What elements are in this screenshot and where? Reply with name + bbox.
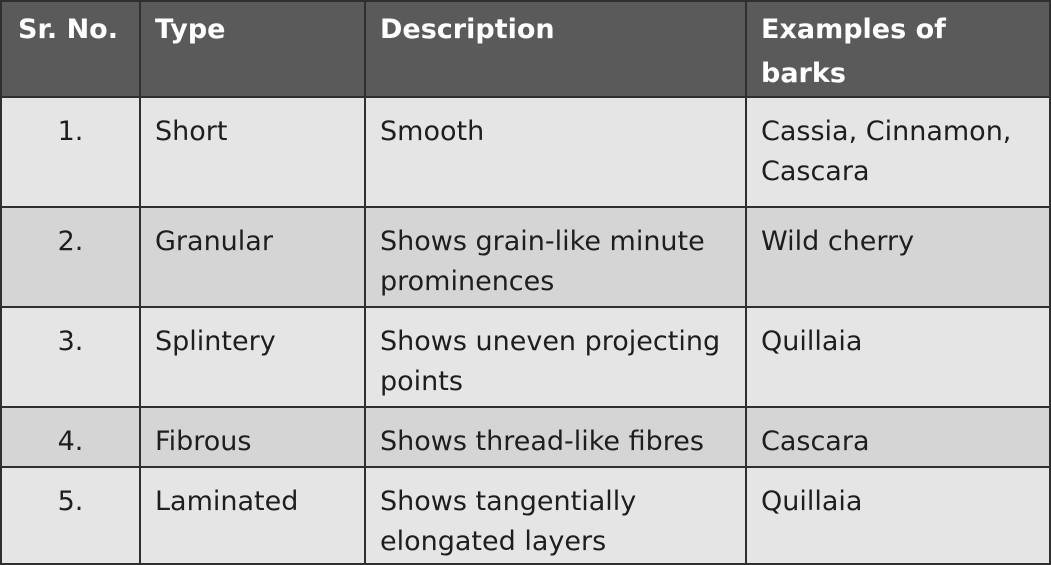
table-row: 4. Fibrous Shows thread-like fibres Casc… — [0, 406, 1051, 468]
cell-examples: Quillaia — [745, 466, 1051, 565]
cell-sr-no: 4. — [0, 406, 141, 468]
cell-examples: Cassia, Cinnamon, Cascara — [745, 96, 1051, 208]
cell-description: Shows uneven projecting points — [364, 306, 747, 408]
cell-description: Shows tangentially elongated layers — [364, 466, 747, 565]
table-row: 5. Laminated Shows tangentially elongate… — [0, 466, 1051, 565]
cell-type: Splintery — [139, 306, 366, 408]
table-header-row: Sr. No. Type Description Examples of bar… — [0, 0, 1051, 98]
cell-type: Fibrous — [139, 406, 366, 468]
cell-examples: Cascara — [745, 406, 1051, 468]
cell-sr-no: 2. — [0, 206, 141, 308]
cell-description: Shows grain-like minute prominences — [364, 206, 747, 308]
table-row: 1. Short Smooth Cassia, Cinnamon, Cascar… — [0, 96, 1051, 208]
header-type: Type — [139, 0, 366, 98]
cell-sr-no: 5. — [0, 466, 141, 565]
cell-examples: Wild cherry — [745, 206, 1051, 308]
cell-type: Short — [139, 96, 366, 208]
table-row: 3. Splintery Shows uneven projecting poi… — [0, 306, 1051, 408]
cell-type: Laminated — [139, 466, 366, 565]
table-row: 2. Granular Shows grain-like minute prom… — [0, 206, 1051, 308]
cell-examples: Quillaia — [745, 306, 1051, 408]
header-sr-no: Sr. No. — [0, 0, 141, 98]
cell-description: Smooth — [364, 96, 747, 208]
cell-sr-no: 1. — [0, 96, 141, 208]
header-examples: Examples of barks — [745, 0, 1051, 98]
header-description: Description — [364, 0, 747, 98]
cell-description: Shows thread-like fibres — [364, 406, 747, 468]
cell-sr-no: 3. — [0, 306, 141, 408]
cell-type: Granular — [139, 206, 366, 308]
